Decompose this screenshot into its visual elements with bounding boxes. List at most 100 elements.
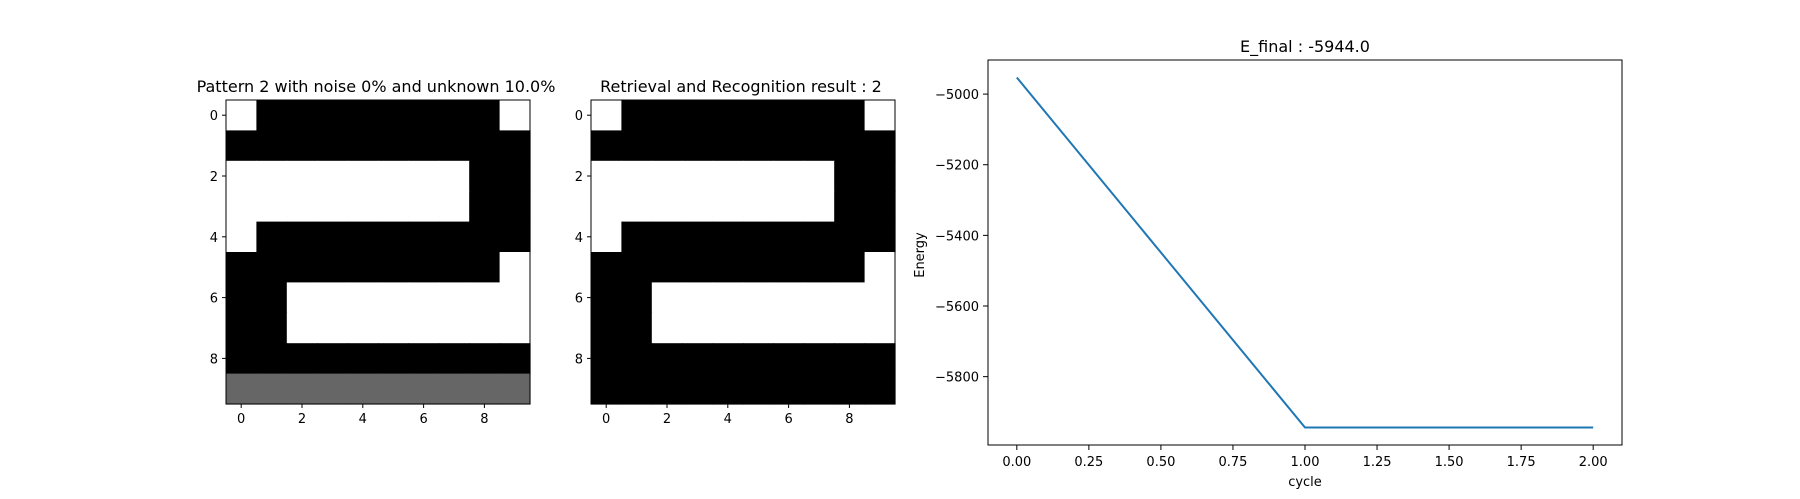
result-cell	[864, 343, 896, 375]
result-cell	[803, 282, 835, 314]
result-cell	[682, 160, 714, 192]
result-cell	[712, 160, 744, 192]
result-cell	[651, 160, 683, 192]
energy-plot-title: E_final : -5944.0	[1240, 37, 1370, 57]
input-cell	[438, 282, 470, 314]
input-cell	[438, 343, 470, 375]
result-cell	[591, 191, 622, 223]
result-xtick-label: 6	[784, 412, 792, 427]
result-cell	[834, 282, 866, 314]
result-cell	[743, 191, 774, 223]
input-cell	[317, 100, 349, 131]
input-cell	[256, 252, 288, 283]
input-cell	[317, 221, 349, 253]
input-cell	[469, 130, 501, 162]
input-cell	[378, 191, 409, 223]
energy-xtick-label: 0.50	[1146, 455, 1175, 470]
input-cell	[438, 252, 470, 283]
result-cell	[621, 312, 653, 344]
input-cell	[469, 373, 501, 405]
input-cell	[226, 130, 257, 162]
result-cell	[712, 252, 744, 283]
result-cell	[682, 343, 714, 375]
input-cell	[286, 100, 318, 131]
input-cell	[347, 130, 379, 162]
energy-plot-xlabel: cycle	[1288, 475, 1322, 490]
result-cell	[803, 373, 835, 405]
result-cell	[712, 191, 744, 223]
result-cell	[773, 221, 805, 253]
input-cell	[286, 160, 318, 192]
input-cell	[499, 312, 531, 344]
energy-ytick-label: −5000	[935, 88, 979, 103]
input-pattern-panel: Pattern 2 with noise 0% and unknown 10.0…	[197, 77, 556, 427]
input-cell	[438, 191, 470, 223]
result-cell	[864, 130, 896, 162]
input-cell	[499, 252, 531, 283]
input-cell	[317, 191, 349, 223]
input-cell	[256, 160, 288, 192]
input-cell	[286, 191, 318, 223]
result-xtick-label: 2	[663, 412, 671, 427]
result-cell	[743, 373, 774, 405]
result-cell	[651, 130, 683, 162]
energy-ytick-label: −5800	[935, 371, 979, 386]
result-cell	[621, 282, 653, 314]
result-cell	[591, 221, 622, 253]
result-cell	[712, 221, 744, 253]
input-cell	[317, 130, 349, 162]
input-cell	[499, 100, 531, 131]
input-cell	[347, 221, 379, 253]
result-cell	[621, 221, 653, 253]
input-cell	[408, 282, 440, 314]
input-cell	[378, 221, 409, 253]
result-cell	[591, 312, 622, 344]
input-cell	[347, 282, 379, 314]
input-cell	[378, 160, 409, 192]
result-xtick-label: 0	[602, 412, 610, 427]
result-cell	[834, 343, 866, 375]
energy-xtick-label: 0.00	[1002, 455, 1031, 470]
result-cell	[803, 312, 835, 344]
result-grid-frame	[590, 99, 896, 405]
input-cell	[469, 100, 501, 131]
input-cell	[408, 191, 440, 223]
input-cell	[378, 312, 409, 344]
input-cell	[408, 100, 440, 131]
input-cell	[438, 160, 470, 192]
result-cell	[834, 130, 866, 162]
result-cell	[591, 282, 622, 314]
energy-plot-panel: E_final : -5944.0 0.00 0.25 0.50 0.75 1.00 1.…	[913, 37, 1623, 490]
input-cell	[499, 221, 531, 253]
retrieval-result-panel: Retrieval and Recognition result : 2 0 2 4…	[575, 77, 896, 427]
energy-ytick-label: −5400	[935, 229, 979, 244]
input-cell	[408, 160, 440, 192]
input-cell	[347, 343, 379, 375]
result-cell	[803, 343, 835, 375]
input-cell	[438, 100, 470, 131]
input-cell	[256, 221, 288, 253]
retrieval-result-ticks: 0 2 4 6 8 0 2 4 6 8	[575, 109, 854, 427]
input-cell	[317, 373, 349, 405]
input-cell	[256, 100, 288, 131]
result-cell	[651, 100, 683, 131]
input-cell	[499, 343, 531, 375]
result-cell	[621, 343, 653, 375]
input-cell	[408, 343, 440, 375]
energy-plot-series	[1016, 76, 1594, 429]
result-cell	[743, 343, 774, 375]
input-cell	[317, 312, 349, 344]
result-cell	[834, 221, 866, 253]
energy-xtick-label: 1.50	[1435, 455, 1464, 470]
result-cell	[591, 160, 622, 192]
input-cell	[226, 282, 257, 314]
input-cell	[408, 373, 440, 405]
result-cell	[773, 312, 805, 344]
input-grid-frame	[225, 99, 531, 405]
input-cell	[286, 252, 318, 283]
input-cell	[256, 373, 288, 405]
input-cell	[469, 282, 501, 314]
energy-plot-ylabel: Energy	[913, 232, 928, 278]
input-cell	[347, 191, 379, 223]
result-cell	[712, 343, 744, 375]
